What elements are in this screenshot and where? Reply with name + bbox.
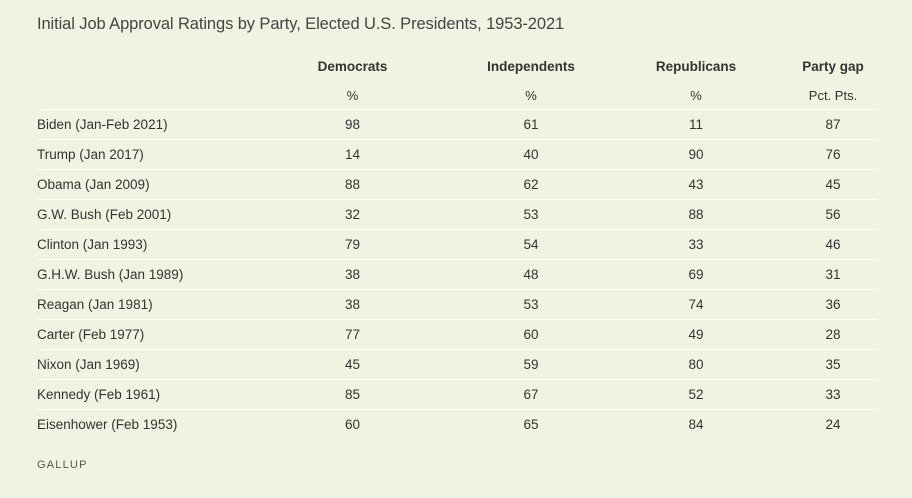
party-gap-cell: 87: [788, 109, 878, 140]
president-cell: G.W. Bush (Feb 2001): [37, 199, 247, 230]
independents-cell: 48: [458, 259, 604, 290]
table-row: Clinton (Jan 1993) 79 54 33 46: [37, 229, 878, 260]
president-cell: Trump (Jan 2017): [37, 139, 247, 170]
president-cell: Eisenhower (Feb 1953): [37, 409, 247, 439]
president-cell: Carter (Feb 1977): [37, 319, 247, 350]
approval-table: Democrats Independents Republicans Party…: [37, 51, 878, 439]
header-independents: Independents: [487, 58, 575, 74]
party-gap-cell: 76: [788, 139, 878, 170]
independents-cell: 62: [458, 169, 604, 200]
party-gap-cell: 35: [788, 349, 878, 380]
independents-cell: 53: [458, 289, 604, 320]
party-gap-cell: 31: [788, 259, 878, 290]
democrats-cell: 38: [247, 289, 458, 320]
table-row: Trump (Jan 2017) 14 40 90 76: [37, 139, 878, 170]
independents-cell: 54: [458, 229, 604, 260]
democrats-cell: 14: [247, 139, 458, 170]
president-cell: Nixon (Jan 1969): [37, 349, 247, 380]
republicans-cell: 33: [604, 229, 788, 260]
independents-cell: 61: [458, 109, 604, 140]
republicans-cell: 52: [604, 379, 788, 410]
unit-party-gap: Pct. Pts.: [808, 87, 858, 103]
independents-cell: 60: [458, 319, 604, 350]
party-gap-cell: 24: [788, 409, 878, 439]
header-democrats: Democrats: [317, 58, 388, 74]
party-gap-cell: 36: [788, 289, 878, 320]
party-gap-cell: 46: [788, 229, 878, 260]
independents-cell: 59: [458, 349, 604, 380]
democrats-cell: 45: [247, 349, 458, 380]
president-cell: Clinton (Jan 1993): [37, 229, 247, 260]
unit-row: % % % Pct. Pts.: [37, 81, 878, 110]
independents-cell: 53: [458, 199, 604, 230]
party-gap-cell: 56: [788, 199, 878, 230]
table-row: Eisenhower (Feb 1953) 60 65 84 24: [37, 409, 878, 439]
republicans-cell: 43: [604, 169, 788, 200]
table-row: Carter (Feb 1977) 77 60 49 28: [37, 319, 878, 350]
democrats-cell: 77: [247, 319, 458, 350]
table-row: Nixon (Jan 1969) 45 59 80 35: [37, 349, 878, 380]
unit-republicans: %: [690, 87, 702, 103]
republicans-cell: 80: [604, 349, 788, 380]
president-cell: Obama (Jan 2009): [37, 169, 247, 200]
header-republicans: Republicans: [655, 58, 737, 74]
democrats-cell: 98: [247, 109, 458, 140]
president-cell: Kennedy (Feb 1961): [37, 379, 247, 410]
table-row: Reagan (Jan 1981) 38 53 74 36: [37, 289, 878, 320]
header-label: [37, 51, 247, 81]
republicans-cell: 88: [604, 199, 788, 230]
independents-cell: 40: [458, 139, 604, 170]
party-gap-cell: 33: [788, 379, 878, 410]
republicans-cell: 84: [604, 409, 788, 439]
democrats-cell: 79: [247, 229, 458, 260]
democrats-cell: 60: [247, 409, 458, 439]
chart-title: Initial Job Approval Ratings by Party, E…: [37, 15, 565, 33]
president-cell: G.H.W. Bush (Jan 1989): [37, 259, 247, 290]
table-row: Kennedy (Feb 1961) 85 67 52 33: [37, 379, 878, 410]
party-gap-cell: 28: [788, 319, 878, 350]
source-logo: GALLUP: [37, 459, 88, 471]
republicans-cell: 74: [604, 289, 788, 320]
president-cell: Reagan (Jan 1981): [37, 289, 247, 320]
header-party-gap: Party gap: [802, 58, 864, 74]
independents-cell: 67: [458, 379, 604, 410]
table-row: Biden (Jan-Feb 2021) 98 61 11 87: [37, 109, 878, 140]
democrats-cell: 85: [247, 379, 458, 410]
party-gap-cell: 45: [788, 169, 878, 200]
table-body: Biden (Jan-Feb 2021) 98 61 11 87 Trump (Jan 2…: [37, 109, 878, 439]
unit-independents: %: [525, 87, 537, 103]
table-row: G.W. Bush (Feb 2001) 32 53 88 56: [37, 199, 878, 230]
republicans-cell: 69: [604, 259, 788, 290]
republicans-cell: 90: [604, 139, 788, 170]
independents-cell: 65: [458, 409, 604, 439]
democrats-cell: 88: [247, 169, 458, 200]
republicans-cell: 49: [604, 319, 788, 350]
table-row: G.H.W. Bush (Jan 1989) 38 48 69 31: [37, 259, 878, 290]
unit-democrats: %: [346, 87, 359, 103]
unit-label: [37, 81, 247, 110]
table-row: Obama (Jan 2009) 88 62 43 45: [37, 169, 878, 200]
president-cell: Biden (Jan-Feb 2021): [37, 109, 247, 140]
democrats-cell: 32: [247, 199, 458, 230]
header-row: Democrats Independents Republicans Party…: [37, 51, 878, 81]
democrats-cell: 38: [247, 259, 458, 290]
republicans-cell: 11: [604, 109, 788, 140]
